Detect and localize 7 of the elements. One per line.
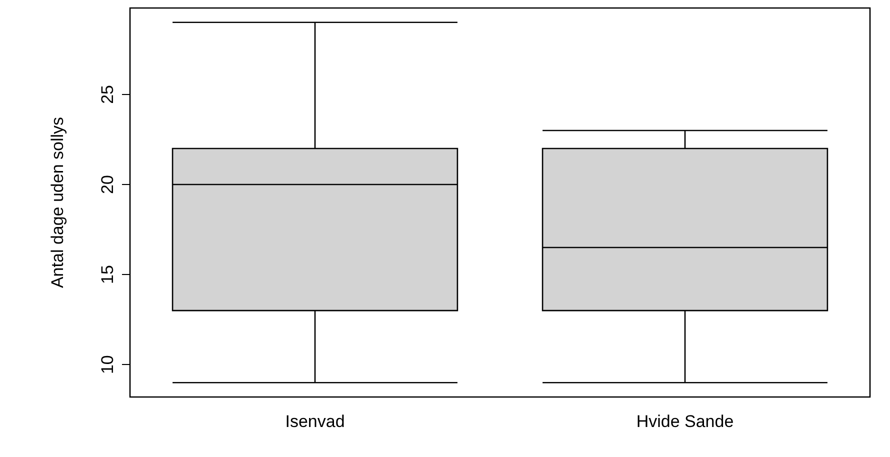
x-tick-label: Hvide Sande — [636, 412, 734, 431]
y-tick-label: 25 — [98, 84, 117, 104]
y-tick-label: 10 — [98, 355, 117, 374]
x-tick-label: Isenvad — [285, 412, 345, 431]
y-tick-label: 15 — [98, 265, 117, 284]
y-axis-title: Antal dage uden sollys — [48, 116, 67, 288]
y-tick-label: 20 — [98, 175, 117, 194]
